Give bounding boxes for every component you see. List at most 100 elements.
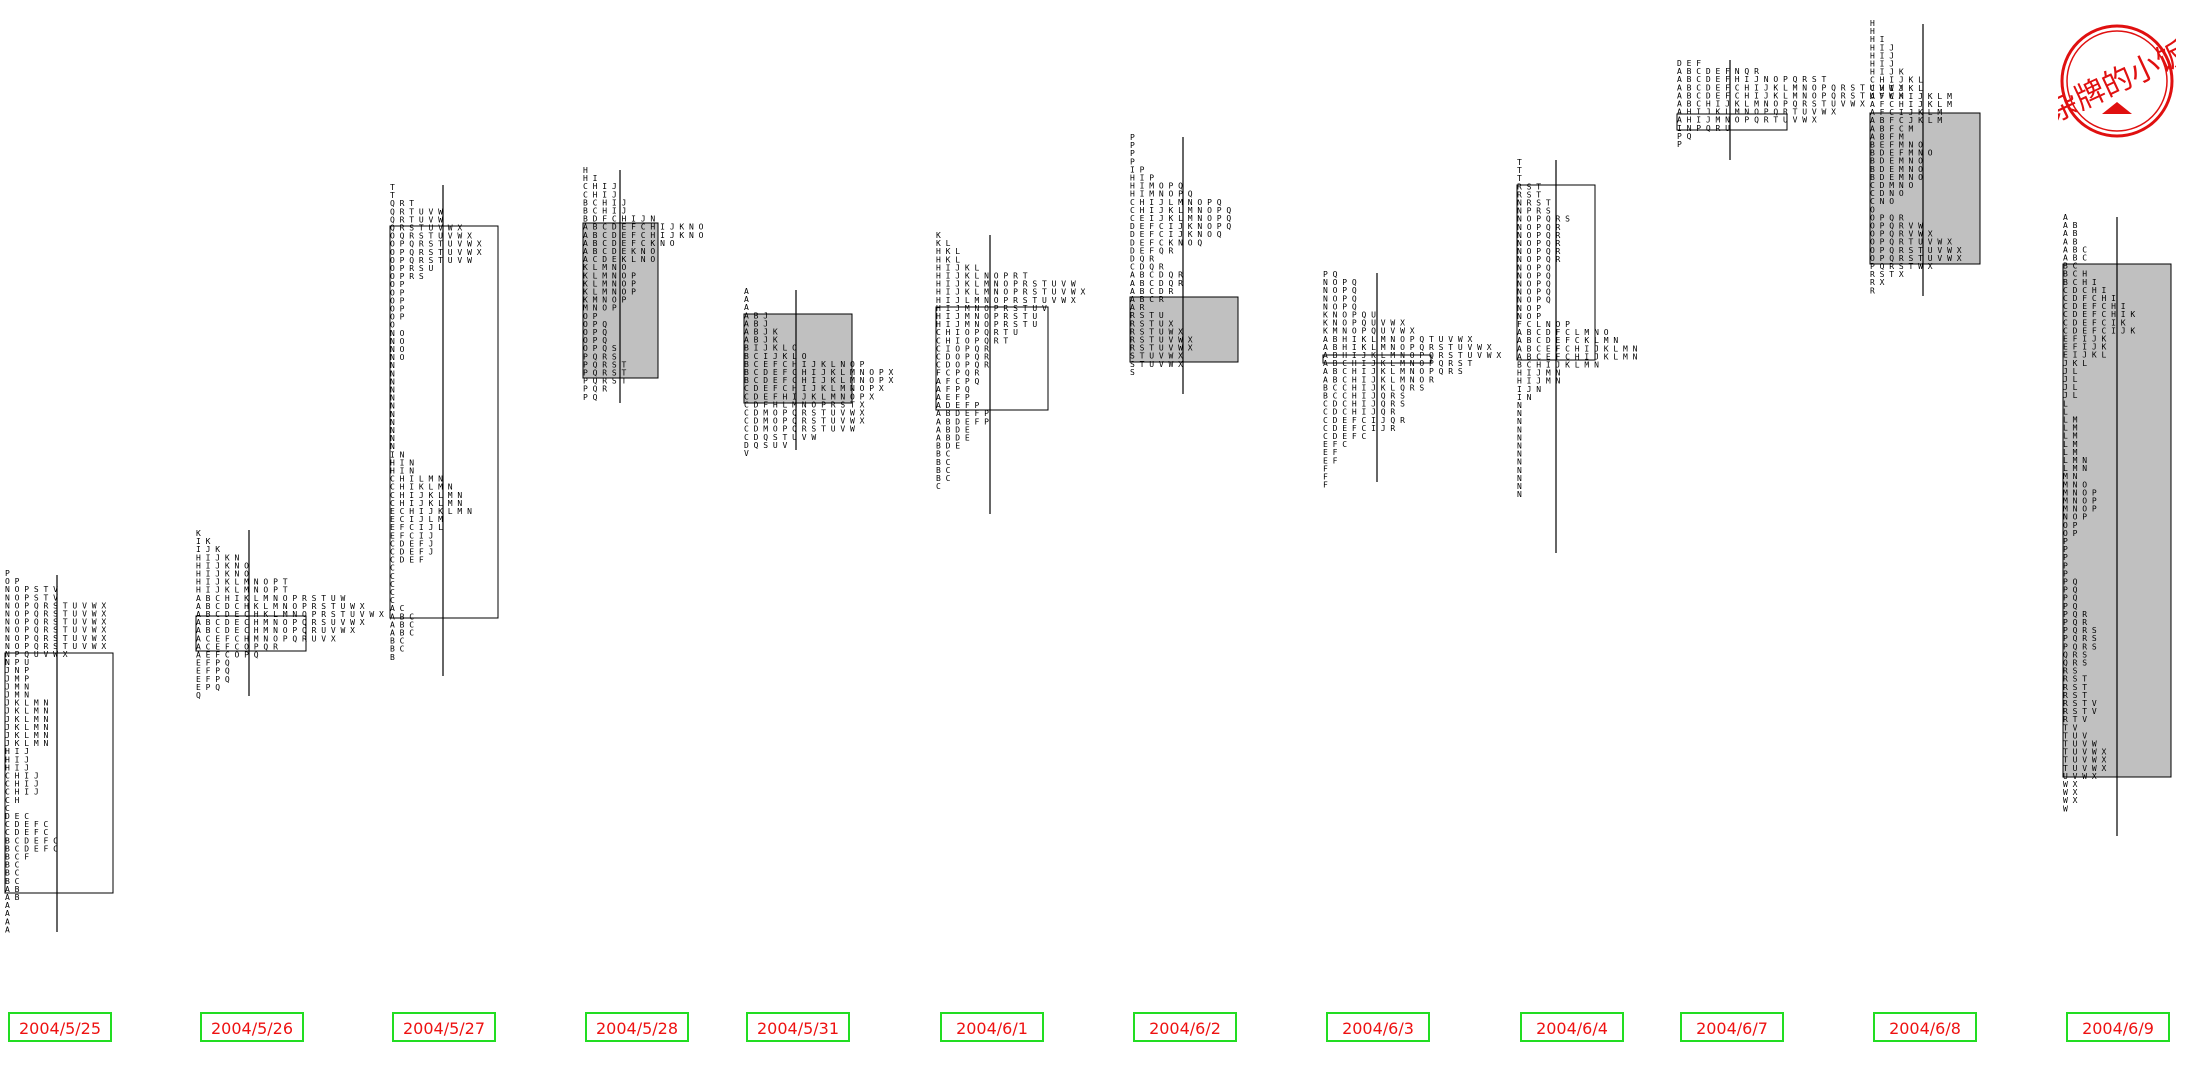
tpo-row: I J K [196,545,220,554]
tpo-row: O P Q R S T U V W X [1870,254,1962,263]
tpo-row: A F C H I J K L M [1870,92,1952,101]
tpo-row: O P Q S [583,344,617,353]
tpo-row: N O P Q [1323,302,1357,311]
tpo-row: N [1517,401,1522,410]
tpo-row: P Q R [2063,618,2087,627]
tpo-row: A B C D E F H I J N O P Q R S T [1677,75,1826,84]
tpo-row: A B F M [1870,132,1904,141]
tpo-row: B C C H I J Q R S [1323,392,1405,401]
tpo-row: R [1870,286,1875,295]
tpo-row: P Q [2063,586,2078,595]
tpo-row: I P [1130,165,1145,174]
tpo-row: N P U [5,658,29,667]
tpo-row: N [1517,433,1522,442]
tpo-row: C D E F C [5,828,49,837]
tpo-row: O P [390,313,405,322]
tpo-row: A E F P [936,393,970,402]
tpo-row: C H I J K L M N [390,491,462,500]
value-area-box [1676,113,1788,131]
tpo-row: Q R T [390,199,414,208]
tpo-row: H K L [936,255,960,264]
tpo-row: H I J K [1870,68,1904,77]
tpo-row: A B C H I J K L M N O P Q R S T U V W X [1677,100,1865,109]
tpo-row: A E F C O P Q [196,651,259,660]
tpo-row: B C [5,869,20,878]
tpo-row: A B C [2063,254,2087,263]
tpo-row: H I J M N O P R S T U [936,320,1037,329]
tpo-row: A B J [744,311,768,320]
tpo-row: R S T U W X [1130,327,1183,336]
tpo-row: N R S T [1517,199,1551,208]
tpo-row: A B J K [744,328,778,337]
tpo-row: L M [2063,440,2078,449]
tpo-row: D E F Q R [1130,246,1174,255]
tpo-row: J L [2063,391,2078,400]
tpo-row: A [744,287,749,296]
date-label: 2004/5/26 [200,1012,304,1042]
tpo-row: B C [390,645,405,654]
tpo-row: P Q R [583,385,607,394]
tpo-row: J K L [2063,359,2087,368]
tpo-row: O P Q R V W [1870,222,1923,231]
tpo-row: C D O P Q R [936,353,989,362]
tpo-row: B C D E F C [5,844,58,853]
tpo-row: D E F C K N O Q [1130,238,1202,247]
tpo-row: H I J [5,763,29,772]
tpo-row: C D N O [1870,189,1904,198]
tpo-row: N O P Q R S T U V W X [5,626,106,635]
tpo-row: C E I J K L M N O P Q [1130,214,1231,223]
tpo-row: C D E F C H I K [2063,310,2135,319]
tpo-row: N O P Q R [1517,247,1561,256]
tpo-row: B C H I [2063,278,2097,287]
tpo-row: A B C D R [1130,287,1174,296]
tpo-row: O P [2063,529,2078,538]
tpo-row: B I J K L O [744,344,797,353]
profile-day: HHH IH I JH I JH I JH I J KC H I J K LC … [1869,19,1981,296]
tpo-row: A B C [390,620,414,629]
tpo-row: F [1323,464,1328,473]
tpo-row: N [390,361,395,370]
tpo-row: H I P [1130,174,1154,183]
tpo-row: N O P Q [1517,288,1551,297]
tpo-row: T U V W X [2063,756,2107,765]
tpo-row: K L M N O P [583,279,636,288]
tpo-row: O P Q R S T U V W X [390,240,482,249]
tpo-row: A B C R [1130,295,1164,304]
tpo-row: M N [2063,472,2078,481]
tpo-row: A B C E F C H I J K L M N [1517,344,1638,353]
tpo-row: O Q R S T U V W X [390,232,472,241]
tpo-row: N [390,410,395,419]
tpo-row: K L M N O P [583,271,636,280]
tpo-row: A B C E F C H I J K L M N [1517,352,1638,361]
tpo-row: P [1130,141,1135,150]
tpo-row: H [583,166,588,175]
tpo-row: N O P Q R S T U V W X [5,634,106,643]
tpo-row: J K L M N [5,715,49,724]
tpo-row: N P Q U V W X [5,650,68,659]
tpo-row: A B D E [936,425,970,434]
tpo-row: A B [5,885,20,894]
tpo-row: P Q R [2063,610,2087,619]
tpo-row: R S T V [2063,707,2097,716]
tpo-row: N O P Q [1323,286,1357,295]
tpo-row: M N O P [2063,497,2097,506]
tpo-row: H I J K L N O P R T [936,272,1028,281]
date-label: 2004/6/7 [1680,1012,1784,1042]
tpo-row: P Q [2063,602,2078,611]
date-label: 2004/5/27 [392,1012,496,1042]
tpo-row: C H I J [583,182,617,191]
tpo-row: E F I J K [2063,343,2107,352]
tpo-row: A C E F C H M N O P Q R U V X [196,634,336,643]
tpo-row: P Q R S [583,352,617,361]
tpo-row: C H I J K L M N [390,499,462,508]
tpo-row: R S T U [1130,311,1164,320]
tpo-row: W X [2063,780,2078,789]
profile-day: KI KI J KH I J K NH I J K N OH I J K N O… [195,529,384,700]
tpo-row: O P Q R V W X [1870,230,1933,239]
tpo-row: H I J [5,747,29,756]
tpo-row: N O P [1517,304,1541,313]
tpo-row: P [2063,569,2068,578]
tpo-row: H I M O P Q [1130,182,1183,191]
tpo-row: N [1517,466,1522,475]
